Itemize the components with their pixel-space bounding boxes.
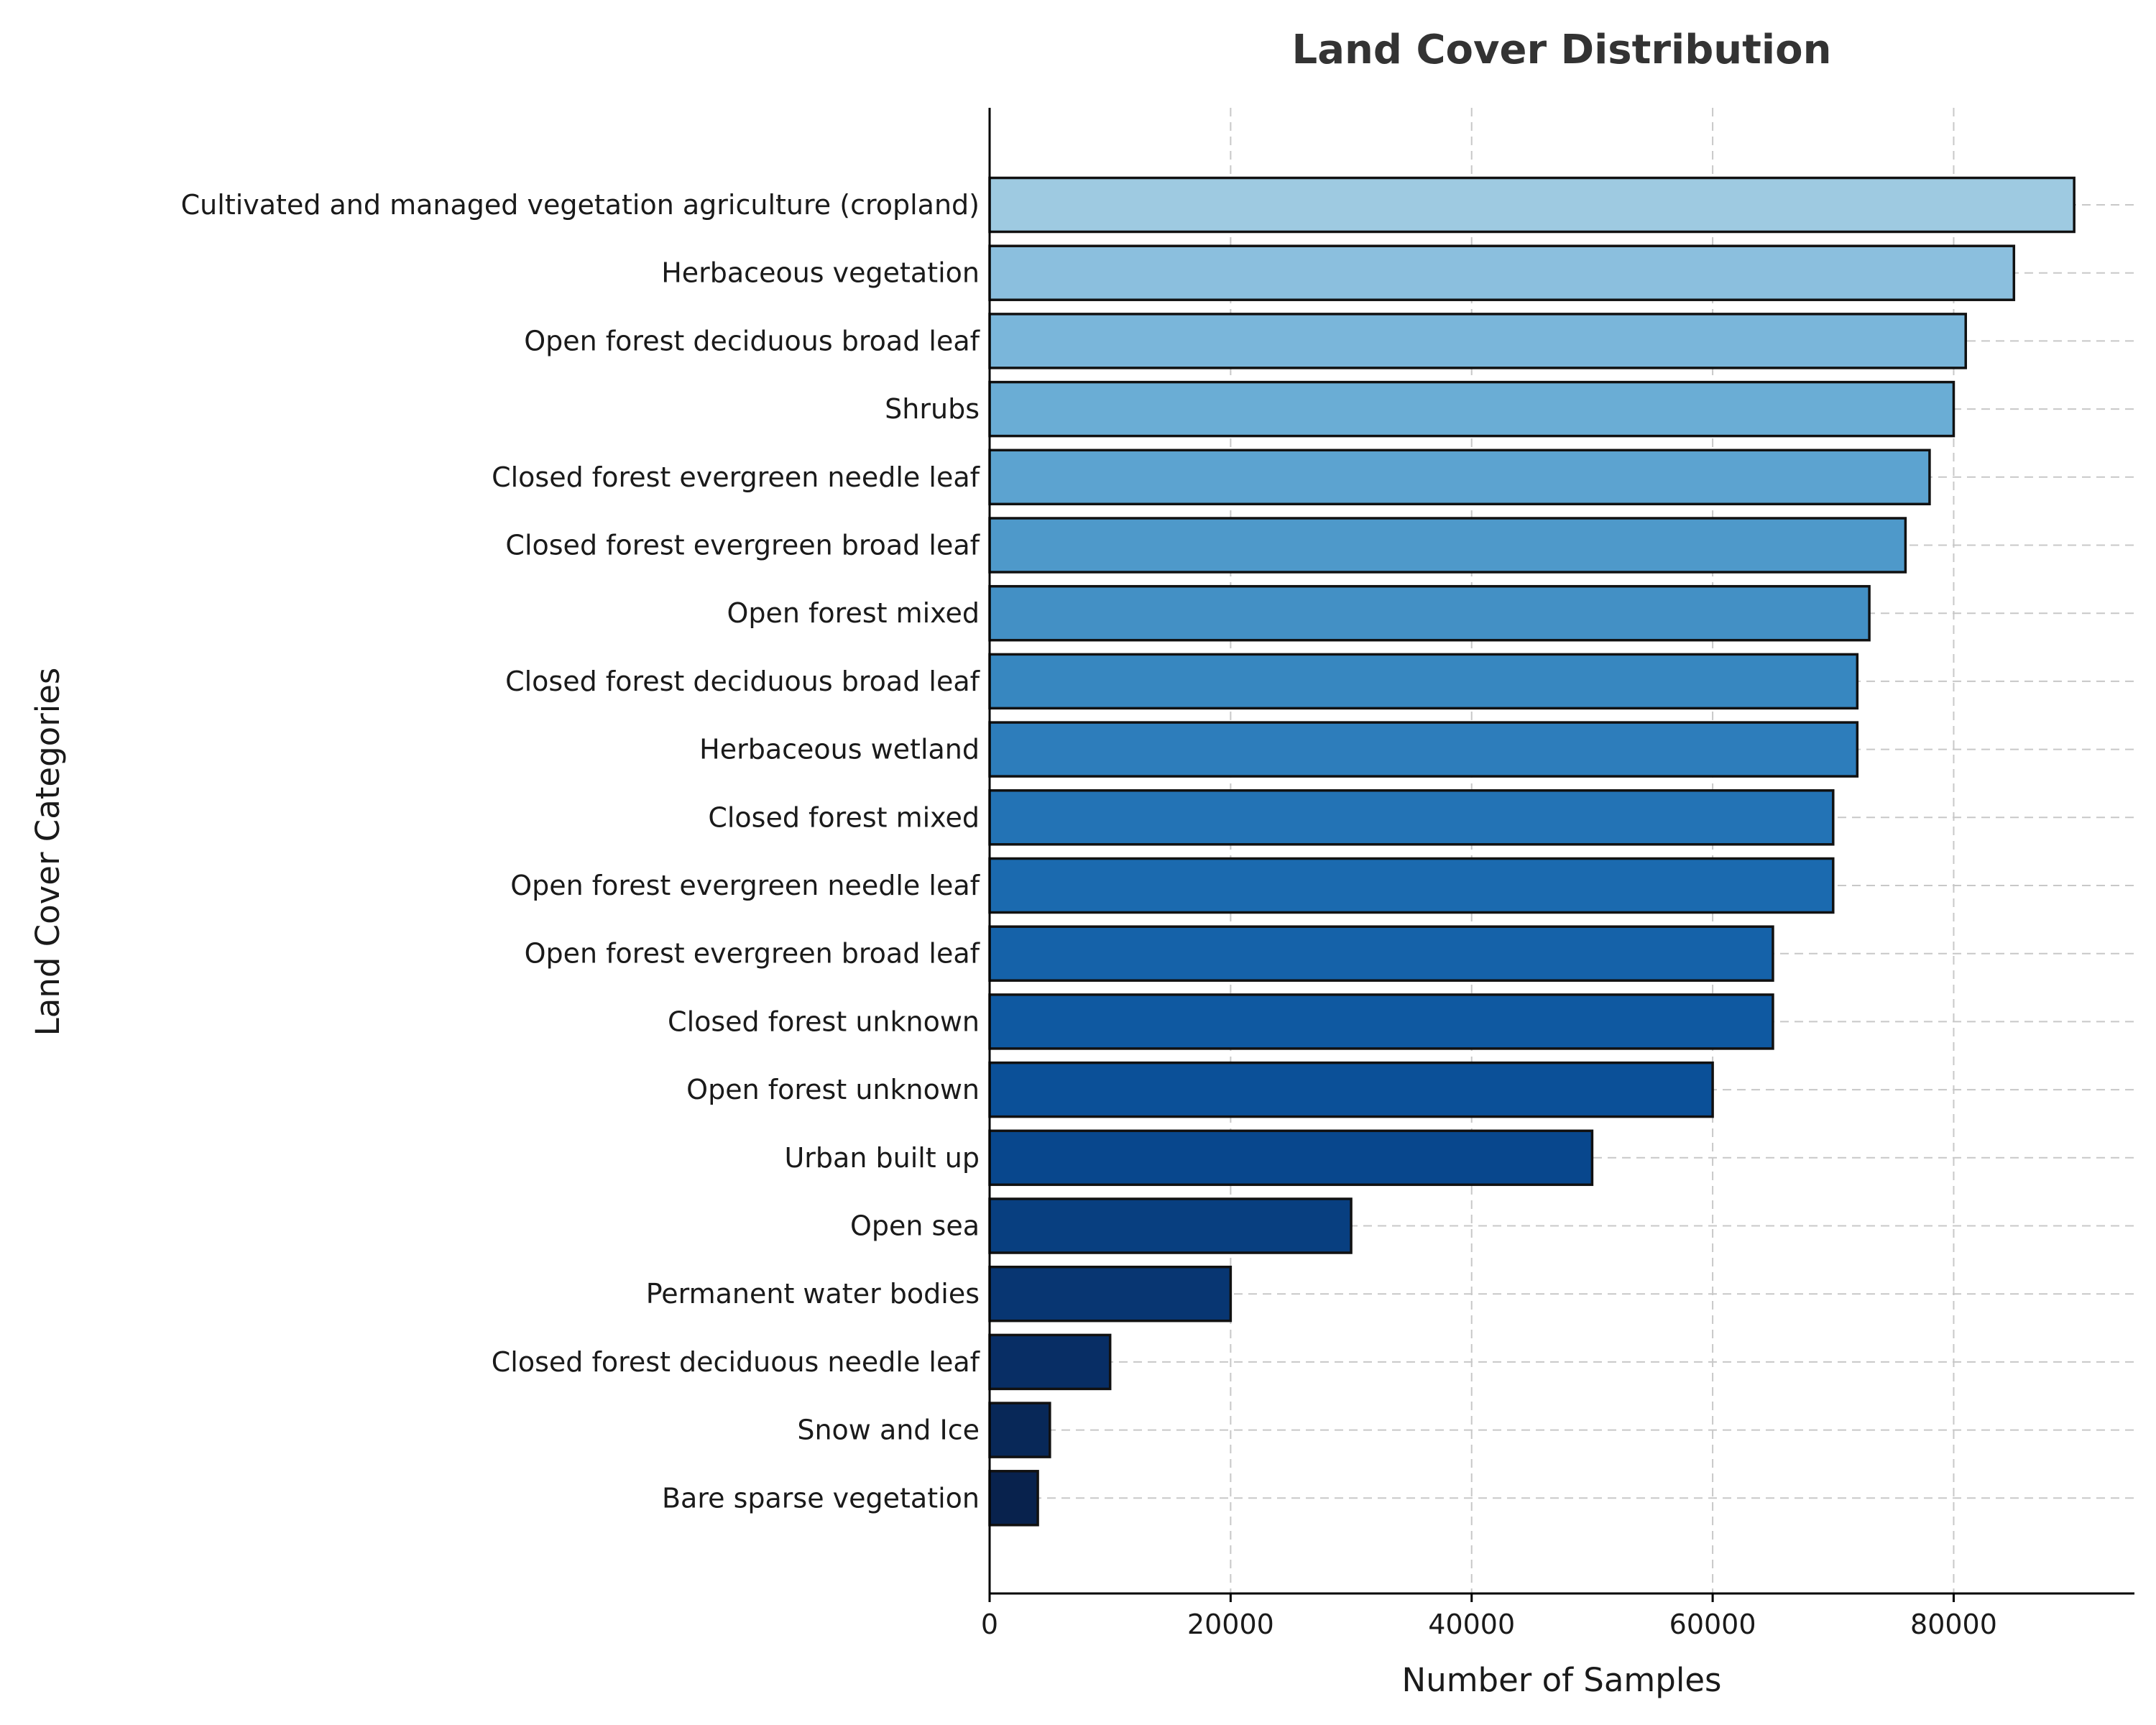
category-label: Closed forest evergreen broad leaf: [505, 530, 980, 561]
bar: [988, 653, 1859, 710]
bar: [988, 244, 2016, 301]
x-tick-label: 60000: [1669, 1609, 1756, 1640]
category-label: Snow and Ice: [797, 1414, 980, 1446]
bar: [988, 313, 1967, 369]
bar: [988, 1197, 1353, 1254]
axis-layer: [988, 108, 2134, 1602]
category-label: Urban built up: [784, 1142, 980, 1174]
bar: [988, 1265, 1233, 1322]
category-label: Closed forest unknown: [668, 1006, 980, 1037]
x-axis-label: Number of Samples: [1402, 1661, 1722, 1699]
bar: [988, 789, 1835, 846]
bar: [988, 1061, 1714, 1118]
category-label: Closed forest deciduous needle leaf: [492, 1346, 981, 1378]
category-label: Bare sparse vegetation: [662, 1482, 980, 1514]
x-tick-label: 20000: [1187, 1609, 1274, 1640]
bar-layer: [988, 176, 2076, 1527]
category-label: Open forest evergreen broad leaf: [525, 938, 981, 970]
bar: [988, 584, 1871, 642]
x-tick-label: 80000: [1910, 1609, 1997, 1640]
bar: [988, 380, 1955, 438]
category-label: Herbaceous vegetation: [661, 257, 980, 289]
chart-title: Land Cover Distribution: [1292, 27, 1832, 73]
bar: [988, 857, 1835, 914]
bar: [988, 1333, 1112, 1391]
bar: [988, 517, 1907, 574]
bar: [988, 1402, 1051, 1458]
bar: [988, 448, 1931, 506]
category-label: Open sea: [850, 1210, 980, 1242]
bar: [988, 993, 1774, 1050]
y-axis-label: Land Cover Categories: [29, 668, 67, 1036]
label-layer: Cultivated and managed vegetation agricu…: [181, 189, 1997, 1640]
category-label: Open forest unknown: [686, 1074, 980, 1105]
category-label: Open forest evergreen needle leaf: [510, 870, 980, 901]
x-tick-label: 40000: [1428, 1609, 1515, 1640]
bar: [988, 1129, 1594, 1187]
category-label: Open forest deciduous broad leaf: [524, 325, 980, 356]
bar: [988, 721, 1859, 778]
x-tick-label: 0: [981, 1609, 998, 1640]
category-label: Open forest mixed: [727, 597, 980, 629]
category-label: Herbaceous wetland: [699, 734, 980, 765]
category-label: Cultivated and managed vegetation agricu…: [181, 189, 980, 221]
bar: [988, 1470, 1039, 1527]
category-label: Closed forest mixed: [708, 801, 980, 833]
category-label: Closed forest deciduous broad leaf: [505, 666, 981, 697]
category-label: Shrubs: [885, 393, 980, 425]
bar: [988, 176, 2076, 234]
category-label: Closed forest evergreen needle leaf: [492, 461, 981, 493]
bar: [988, 925, 1774, 982]
category-label: Permanent water bodies: [646, 1278, 980, 1310]
